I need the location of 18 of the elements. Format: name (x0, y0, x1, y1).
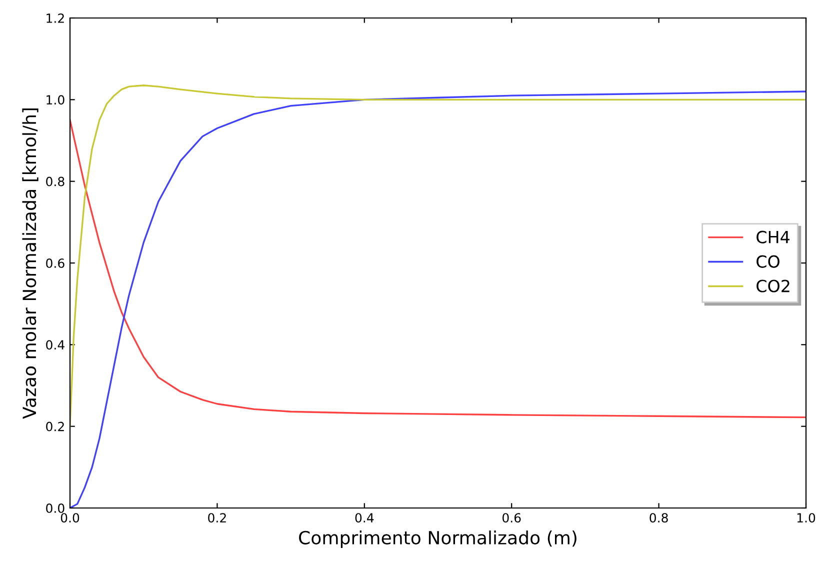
y-tick-label: 0.8 (46, 176, 64, 186)
x-tick-label: 0.8 (650, 513, 668, 523)
y-tick-label: 0.2 (46, 422, 64, 432)
legend-label: CO2 (756, 280, 790, 292)
x-tick-label: 0.0 (60, 513, 80, 523)
x-tick-label: 0.2 (208, 513, 226, 523)
x-axis-title: Comprimento Normalizado (m) (299, 530, 576, 548)
y-tick-label: 0.6 (46, 258, 64, 268)
x-tick-label: 0.4 (355, 513, 374, 523)
legend-label: CO (756, 255, 780, 268)
x-tick-label: 1.0 (797, 513, 816, 523)
y-tick-label: 0.4 (46, 340, 64, 350)
y-tick-label: 1.2 (46, 13, 64, 23)
x-tick-label: 0.6 (502, 513, 521, 523)
y-axis-title: Vazao molar Normalizada [kmol/h] (22, 108, 38, 419)
y-tick-label: 0.0 (46, 503, 64, 513)
y-tick-label: 1.0 (46, 95, 64, 105)
legend-label: CH4 (756, 230, 790, 244)
